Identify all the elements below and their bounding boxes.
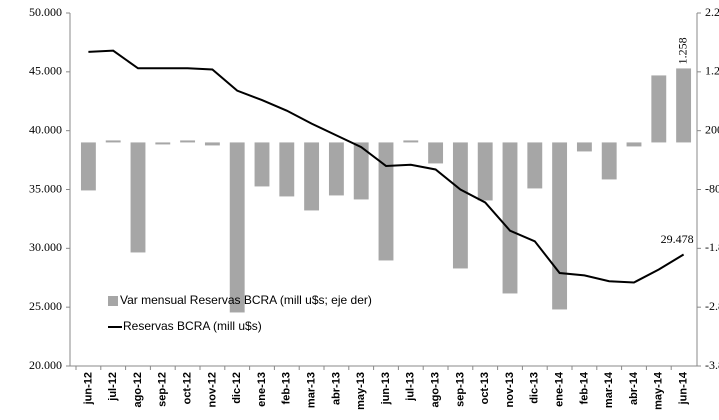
legend-swatch (108, 296, 118, 306)
x-tick-label: may-14 (653, 371, 665, 410)
bar (527, 142, 543, 189)
bar (254, 142, 270, 187)
bar (403, 140, 419, 143)
bar (378, 142, 394, 261)
bar (279, 142, 295, 197)
x-tick-label: jul-12 (107, 372, 119, 402)
bar (452, 142, 468, 269)
y2-tick-label: -2.800 (705, 299, 719, 313)
x-tick-label: abr-13 (330, 372, 342, 405)
y-tick-label: 45.000 (29, 64, 62, 78)
y2-tick-label: 2.200 (705, 5, 719, 19)
x-tick-label: ago-12 (132, 372, 144, 407)
bar (601, 142, 617, 180)
y2-tick-label: -3.800 (705, 358, 719, 372)
bar (576, 142, 592, 152)
y2-tick-label: -1.800 (705, 240, 719, 254)
x-tick-label: jun-13 (380, 372, 392, 405)
x-tick-label: ago-13 (430, 372, 442, 407)
x-tick-label: oct-13 (479, 372, 491, 404)
y-tick-label: 40.000 (29, 122, 62, 136)
y-tick-label: 25.000 (29, 299, 62, 313)
x-tick-label: feb-14 (578, 371, 590, 404)
bar (502, 142, 518, 294)
x-tick-label: dic-13 (529, 372, 541, 404)
bar (428, 142, 444, 164)
y-tick-label: 35.000 (29, 181, 62, 195)
bar-value-label: 1.258 (675, 37, 689, 64)
x-tick-label: nov-12 (206, 372, 218, 407)
line-value-label: 29.478 (661, 232, 694, 246)
bar (105, 140, 121, 143)
x-tick-label: mar-13 (306, 372, 318, 408)
bar (353, 142, 369, 200)
bar (626, 142, 642, 147)
x-tick-label: ene-13 (256, 372, 268, 407)
y-tick-label: 30.000 (29, 240, 62, 254)
x-tick-label: mar-14 (603, 371, 615, 408)
x-tick-label: ene-14 (554, 371, 566, 407)
x-tick-label: feb-13 (281, 372, 293, 404)
x-tick-label: abr-14 (628, 371, 640, 405)
y2-tick-label: -800 (705, 181, 719, 195)
y2-tick-label: 1.200 (705, 64, 719, 78)
bar (328, 142, 344, 196)
bar (304, 142, 320, 211)
bar (229, 142, 245, 313)
x-tick-label: sep-12 (157, 372, 169, 407)
x-tick-label: jun-12 (82, 372, 94, 405)
x-tick-label: may-13 (355, 372, 367, 410)
x-tick-label: oct-12 (182, 372, 194, 404)
bar (204, 142, 220, 146)
bar (155, 142, 171, 145)
legend-label: Var mensual Reservas BCRA (mill u$s; eje… (120, 293, 372, 307)
x-tick-label: dic-12 (231, 372, 243, 404)
bar (676, 68, 692, 143)
bar (552, 142, 568, 310)
bar (477, 142, 493, 201)
x-tick-label: jul-13 (405, 372, 417, 402)
line (88, 49, 685, 284)
bar (80, 142, 96, 191)
x-tick-label: sep-13 (454, 372, 466, 407)
y-tick-label: 50.000 (29, 5, 62, 19)
y2-tick-label: 200 (705, 122, 719, 136)
bar (180, 140, 196, 143)
bar (651, 75, 667, 143)
legend-label: Reservas BCRA (mill u$s) (123, 319, 262, 333)
x-tick-label: nov-13 (504, 372, 516, 407)
y-tick-label: 20.000 (29, 358, 62, 372)
x-tick-label: jun-14 (678, 371, 690, 405)
bar (130, 142, 146, 253)
